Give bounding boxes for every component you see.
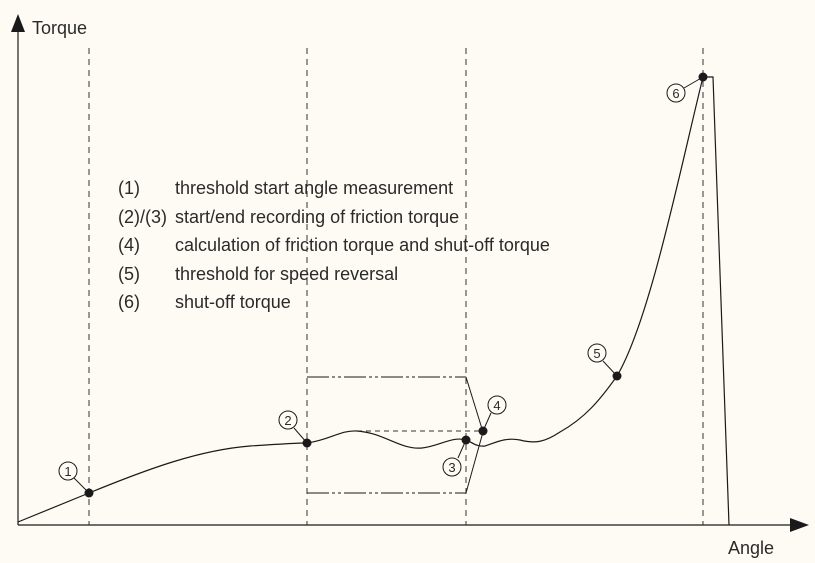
y-axis-arrow xyxy=(11,14,25,32)
x-axis-arrow xyxy=(790,518,809,532)
leader-1 xyxy=(73,477,90,494)
legend-text: start/end recording of friction torque xyxy=(175,207,459,227)
marker-label-5: 5 xyxy=(593,346,600,361)
marker-label-3: 3 xyxy=(448,460,455,475)
leader-6 xyxy=(683,76,704,89)
marker-circle-6 xyxy=(666,83,686,103)
legend-text: shut-off torque xyxy=(175,292,291,312)
marker-circle-4 xyxy=(487,395,507,415)
marker-circle-2 xyxy=(278,410,298,430)
torque-curve xyxy=(17,76,730,526)
marker-circle-3 xyxy=(442,457,462,477)
legend-key: (1) xyxy=(118,178,140,198)
leader-3 xyxy=(457,439,467,459)
leader-4 xyxy=(482,412,492,432)
y-axis-label: Torque xyxy=(32,18,87,38)
legend-key: (2)/(3) xyxy=(118,207,167,227)
marker-label-4: 4 xyxy=(493,398,500,413)
leader-5 xyxy=(602,360,618,377)
legend-text: threshold start angle measurement xyxy=(175,178,453,198)
marker-circle-1 xyxy=(58,461,78,481)
lower-band-slope xyxy=(465,431,484,494)
x-axis-label: Angle xyxy=(728,538,774,558)
upper-band-slope xyxy=(465,376,484,433)
marker-label-2: 2 xyxy=(284,413,291,428)
legend-key: (4) xyxy=(118,235,140,255)
legend: (1) threshold start angle measurement (2… xyxy=(118,178,550,312)
legend-text: threshold for speed reversal xyxy=(175,264,398,284)
leader-2 xyxy=(293,427,308,444)
legend-key: (6) xyxy=(118,292,140,312)
marker-label-1: 1 xyxy=(64,464,71,479)
marker-label-6: 6 xyxy=(672,86,679,101)
legend-text: calculation of friction torque and shut-… xyxy=(175,235,550,255)
marker-circle-5 xyxy=(587,343,607,363)
legend-key: (5) xyxy=(118,264,140,284)
